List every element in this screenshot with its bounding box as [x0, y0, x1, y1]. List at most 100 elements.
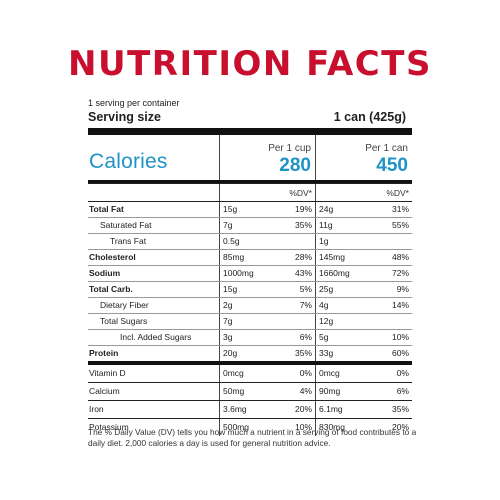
- dv-col1: 10%: [294, 422, 312, 432]
- nutrient-row: Calcium 50mg 4% 90mg 6%: [88, 382, 412, 400]
- serving-size-row: Serving size 1 can (425g): [88, 110, 412, 125]
- amount-col2: 25g: [319, 284, 334, 294]
- amount-col2: 145mg: [319, 252, 345, 262]
- dv-header-col1: %DV*: [289, 187, 312, 198]
- amount-col2: 6.1mg: [319, 404, 343, 414]
- nutrient-name: Dietary Fiber: [100, 300, 149, 310]
- nutrient-row: Cholesterol 85mg 28% 145mg 48%: [88, 249, 412, 265]
- calories-label: Calories: [89, 150, 168, 173]
- dv-col2: 48%: [391, 252, 409, 262]
- nutrition-facts-title: NUTRITION FACTS: [68, 44, 432, 84]
- nutrient-row: Sodium 1000mg 43% 1660mg 72%: [88, 265, 412, 281]
- amount-col2: 4g: [319, 300, 329, 310]
- nutrient-row: Potassium 500mg 10% 830mg 20%: [88, 418, 412, 436]
- dv-col1: 35%: [294, 348, 312, 358]
- nutrient-name: Protein: [89, 348, 119, 358]
- dv-col2: 60%: [391, 348, 409, 358]
- amount-col1: 1000mg: [223, 268, 254, 278]
- amount-col1: 0mcg: [223, 368, 244, 378]
- dv-col1: 7%: [299, 300, 312, 310]
- dv-col2: 6%: [396, 386, 409, 396]
- nutrient-row: Total Fat 15g 19% 24g 31%: [88, 201, 412, 217]
- vitamin-rows: Vitamin D 0mcg 0% 0mcg 0% Calcium 50mg 4% 90mg 6%…: [88, 365, 412, 436]
- dv-header-row: %DV* %DV*: [88, 183, 412, 201]
- amount-col2: 830mg: [319, 422, 345, 432]
- nutrient-name: Potassium: [89, 422, 129, 432]
- dv-col1: 43%: [294, 268, 312, 278]
- calories-row: Calories Per 1 cup 280 Per 1 can 450: [88, 135, 412, 180]
- dv-col1: 35%: [294, 220, 312, 230]
- dv-header-col2: %DV*: [386, 187, 409, 198]
- amount-col1: 2g: [223, 300, 233, 310]
- dv-col1: 5%: [299, 284, 312, 294]
- nutrient-name: Total Sugars: [100, 316, 148, 326]
- amount-col2: 5g: [319, 332, 329, 342]
- nutrient-name: Cholesterol: [89, 252, 136, 262]
- col2-header: Per 1 can: [365, 142, 408, 154]
- nutrient-row: Total Carb. 15g 5% 25g 9%: [88, 281, 412, 297]
- calories-col2: 450: [376, 154, 408, 176]
- servings-per-container: 1 serving per container: [88, 98, 180, 108]
- amount-col1: 3g: [223, 332, 233, 342]
- nutrient-rows: Total Fat 15g 19% 24g 31% Saturated Fat 7g 35% 1…: [88, 201, 412, 361]
- amount-col1: 3.6mg: [223, 404, 247, 414]
- nutrient-row: Iron 3.6mg 20% 6.1mg 35%: [88, 400, 412, 418]
- amount-col2: 0mcg: [319, 368, 340, 378]
- dv-col1: 4%: [299, 386, 312, 396]
- dv-col1: 6%: [299, 332, 312, 342]
- serving-size-value: 1 can (425g): [333, 110, 406, 124]
- nutrient-grid: Calories Per 1 cup 280 Per 1 can 450 %DV…: [88, 135, 412, 436]
- nutrient-row: Protein 20g 35% 33g 60%: [88, 345, 412, 361]
- dv-col2: 10%: [391, 332, 409, 342]
- nutrient-row: Saturated Fat 7g 35% 11g 55%: [88, 217, 412, 233]
- amount-col2: 1660mg: [319, 268, 350, 278]
- nutrient-row: Vitamin D 0mcg 0% 0mcg 0%: [88, 365, 412, 382]
- col1-header: Per 1 cup: [268, 142, 311, 154]
- amount-col2: 90mg: [319, 386, 341, 396]
- dv-col2: 0%: [396, 368, 409, 378]
- dv-col2: 55%: [391, 220, 409, 230]
- amount-col1: 20g: [223, 348, 238, 358]
- thick-divider: [88, 128, 412, 135]
- nutrient-name: Incl. Added Sugars: [120, 332, 192, 342]
- nutrition-panel: 1 serving per container Serving size 1 c…: [88, 98, 412, 436]
- amount-col1: 50mg: [223, 386, 245, 396]
- dv-col2: 31%: [391, 204, 409, 214]
- nutrient-name: Sodium: [89, 268, 121, 278]
- nutrient-name: Calcium: [89, 386, 120, 396]
- nutrient-row: Dietary Fiber 2g 7% 4g 14%: [88, 297, 412, 313]
- nutrient-name: Trans Fat: [110, 236, 147, 246]
- amount-col2: 24g: [319, 204, 334, 214]
- amount-col1: 15g: [223, 284, 238, 294]
- amount-col2: 1g: [319, 236, 329, 246]
- nutrient-name: Iron: [89, 404, 104, 414]
- amount-col1: 500mg: [223, 422, 249, 432]
- amount-col1: 7g: [223, 220, 233, 230]
- calories-divider: [88, 180, 412, 183]
- amount-col2: 33g: [319, 348, 334, 358]
- amount-col2: 11g: [319, 220, 333, 230]
- nutrient-name: Saturated Fat: [100, 220, 152, 230]
- dv-col1: 0%: [299, 368, 312, 378]
- nutrient-name: Vitamin D: [89, 368, 126, 378]
- dv-col2: 35%: [391, 404, 409, 414]
- daily-value-footnote: The % Daily Value (DV) tells you how muc…: [88, 427, 417, 448]
- nutrient-name: Total Carb.: [89, 284, 133, 294]
- dv-col1: 19%: [294, 204, 312, 214]
- dv-col2: 20%: [391, 422, 409, 432]
- nutrient-row: Trans Fat 0.5g 1g: [88, 233, 412, 249]
- dv-col1: 20%: [294, 404, 312, 414]
- amount-col1: 15g: [223, 204, 238, 214]
- serving-size-label: Serving size: [88, 110, 161, 124]
- nutrient-row: Total Sugars 7g 12g: [88, 313, 412, 329]
- amount-col2: 12g: [319, 316, 334, 326]
- dv-col2: 72%: [391, 268, 409, 278]
- vitamin-divider: [88, 361, 412, 365]
- dv-col2: 9%: [396, 284, 409, 294]
- amount-col1: 7g: [223, 316, 233, 326]
- dv-col2: 14%: [391, 300, 409, 310]
- nutrient-row: Incl. Added Sugars 3g 6% 5g 10%: [88, 329, 412, 345]
- calories-col1: 280: [279, 154, 311, 176]
- amount-col1: 85mg: [223, 252, 245, 262]
- dv-col1: 28%: [294, 252, 312, 262]
